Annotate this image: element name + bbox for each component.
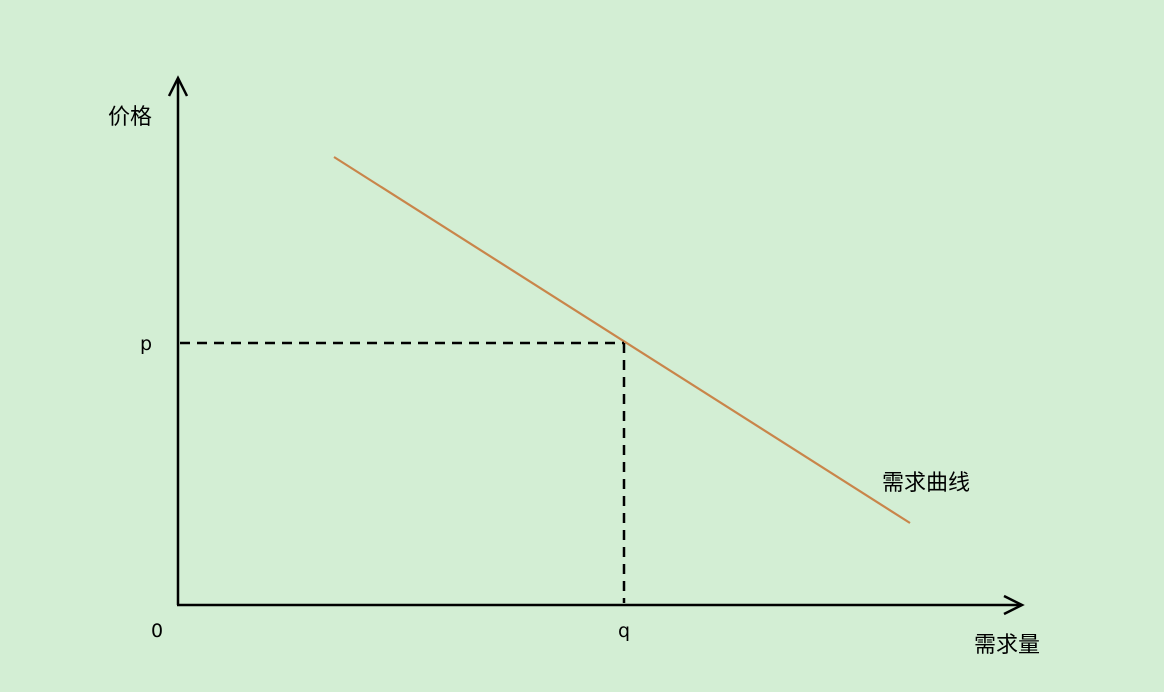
demand-curve bbox=[333, 156, 911, 524]
price-label: p bbox=[140, 333, 152, 355]
quantity-label: q bbox=[618, 620, 630, 642]
x-axis-label: 需求量 bbox=[974, 633, 1040, 658]
demand-curve-label: 需求曲线 bbox=[882, 471, 970, 496]
y-axis-label: 价格 bbox=[108, 105, 152, 130]
origin-label: 0 bbox=[151, 620, 163, 642]
x-axis-arrowhead bbox=[1003, 594, 1025, 616]
y-axis-arrowhead bbox=[167, 75, 189, 97]
